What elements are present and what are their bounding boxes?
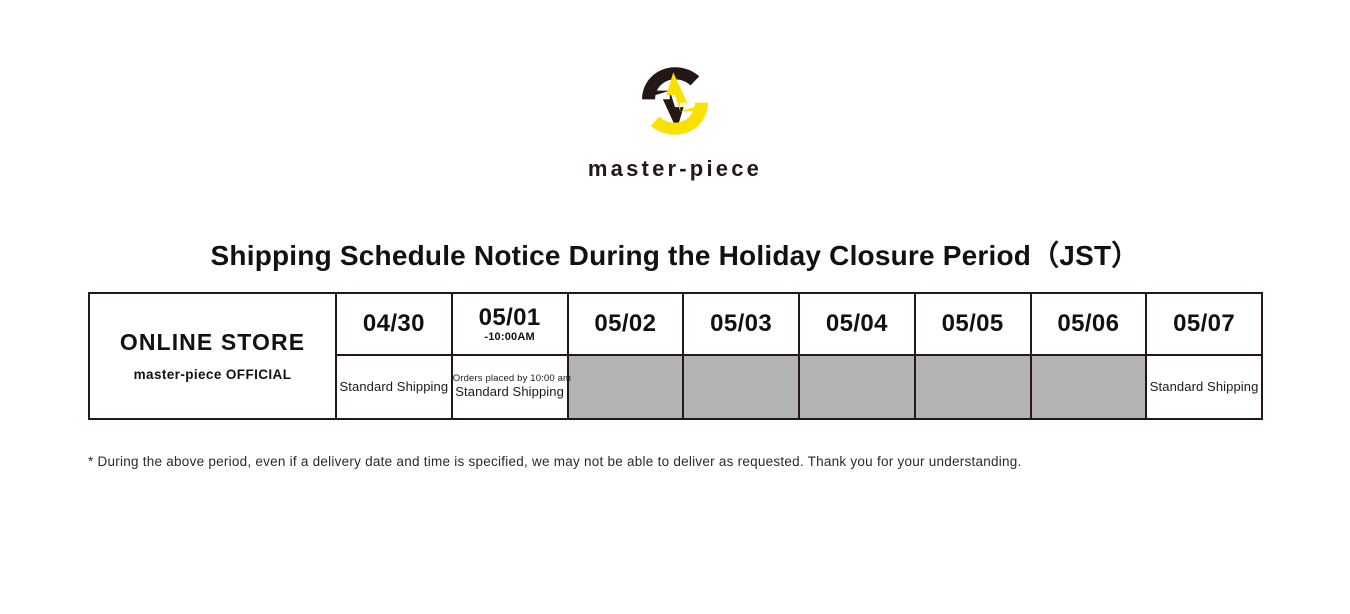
status-cell-2 — [566, 354, 685, 420]
date-label: 05/06 — [1057, 309, 1120, 337]
status-cell-1: Orders placed by 10:00 am Standard Shipp… — [450, 354, 572, 420]
status-cell-0: Standard Shipping — [335, 354, 453, 420]
date-cell-0: 04/30 — [335, 292, 453, 356]
table-row-dates: ONLINE STORE master-piece OFFICIAL 04/30… — [88, 292, 1263, 420]
date-label: 05/04 — [825, 309, 888, 337]
date-sublabel: -10:00AM — [484, 331, 535, 344]
brand-logo-block: master-piece — [0, 62, 1350, 182]
status-cell-7: Standard Shipping — [1145, 354, 1263, 420]
store-subtitle: master-piece OFFICIAL — [133, 366, 292, 382]
date-label: 05/01 — [478, 303, 541, 331]
status-cell-5 — [913, 354, 1032, 420]
date-label: 04/30 — [362, 309, 425, 337]
date-cell-2: 05/02 — [566, 292, 685, 356]
date-cell-4: 05/04 — [798, 292, 916, 356]
status-text: Standard Shipping — [339, 378, 449, 394]
shipping-schedule-table-wrapper: ONLINE STORE master-piece OFFICIAL 04/30… — [88, 292, 1263, 420]
footnote-text: * During the above period, even if a del… — [88, 454, 1022, 469]
date-label: 05/05 — [941, 309, 1004, 337]
table-row-status: Standard Shipping Orders placed by 10:00… — [89, 354, 1263, 420]
status-cell-4 — [798, 354, 916, 420]
date-cell-6: 05/06 — [1029, 292, 1148, 356]
shipping-schedule-table: ONLINE STORE master-piece OFFICIAL 04/30… — [88, 292, 1263, 420]
master-piece-logo-icon — [642, 67, 708, 135]
date-cell-1: 05/01 -10:00AM — [450, 292, 569, 356]
status-note: Orders placed by 10:00 am — [452, 372, 572, 384]
date-cell-5: 05/05 — [913, 292, 1032, 356]
date-label: 05/03 — [710, 309, 773, 337]
status-cell-3 — [682, 354, 800, 420]
date-cell-3: 05/03 — [682, 292, 800, 356]
date-label: 05/02 — [594, 309, 657, 337]
brand-wordmark: master-piece — [587, 156, 763, 181]
status-text: Standard Shipping — [1149, 378, 1259, 394]
date-cell-7: 05/07 — [1145, 292, 1263, 356]
date-label: 05/07 — [1173, 309, 1236, 337]
page-title: Shipping Schedule Notice During the Holi… — [210, 240, 1140, 271]
store-identity-cell: ONLINE STORE master-piece OFFICIAL — [88, 292, 337, 420]
store-name: ONLINE STORE — [119, 329, 306, 356]
status-cell-6 — [1029, 354, 1148, 420]
status-text: Standard Shipping — [455, 384, 564, 400]
